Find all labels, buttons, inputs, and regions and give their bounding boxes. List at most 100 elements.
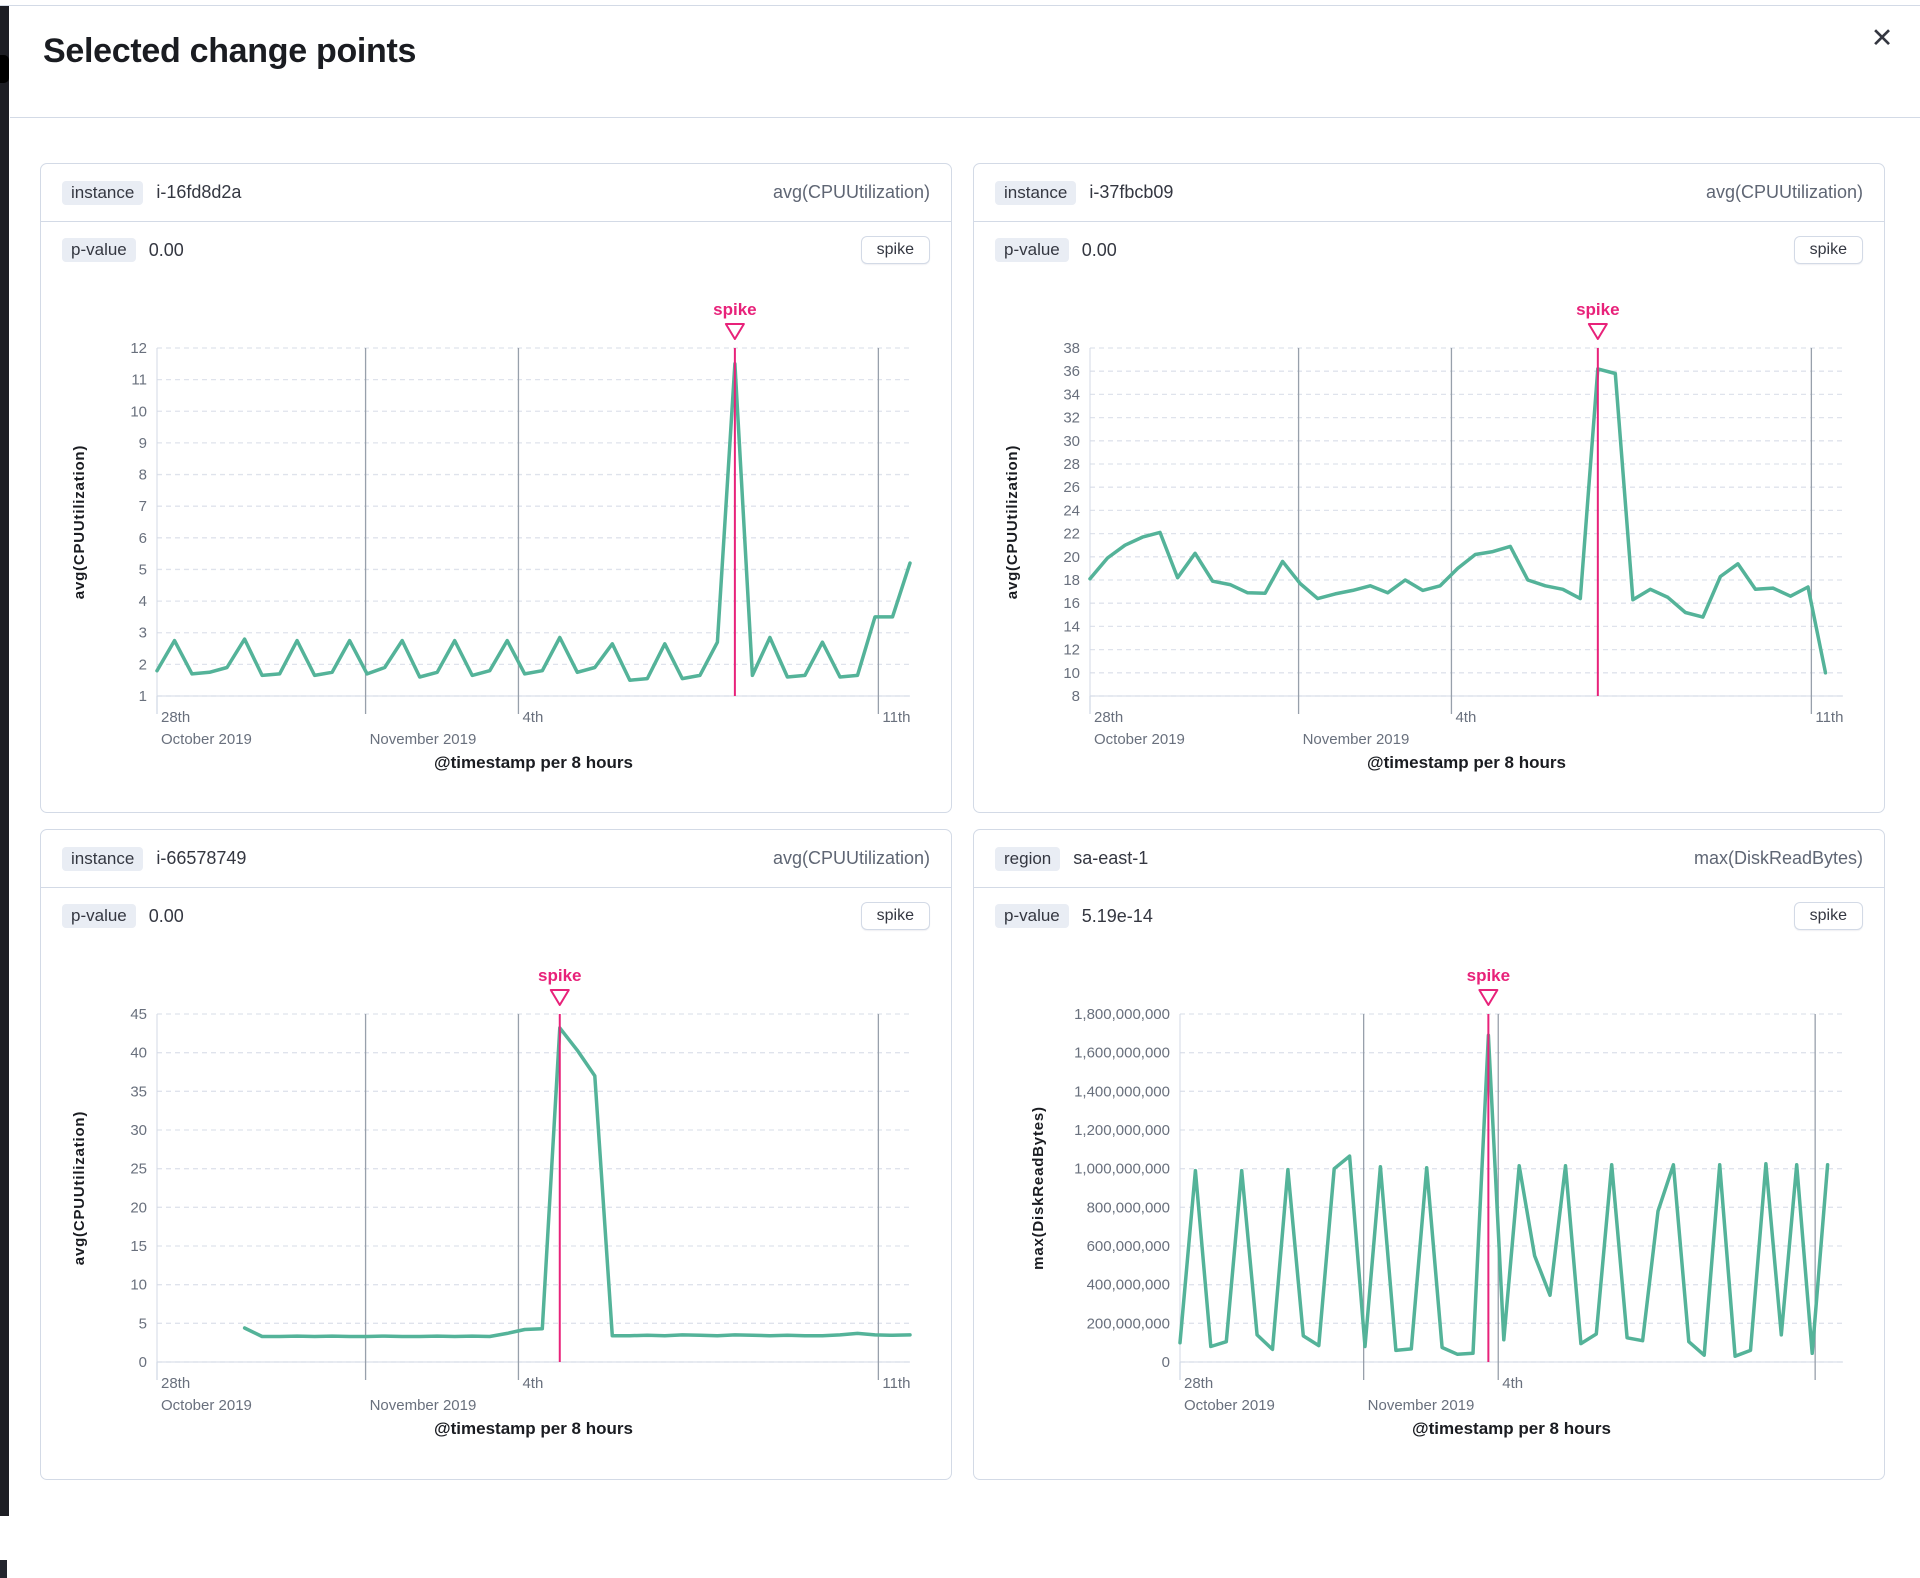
background-page-strip	[0, 6, 9, 1516]
split-field-value: sa-east-1	[1073, 848, 1149, 868]
y-tick-label: 30	[1063, 433, 1080, 450]
y-tick-label: 38	[1063, 340, 1080, 357]
x-axis-title: @timestamp per 8 hours	[434, 753, 633, 772]
split-field-badge: instance	[62, 846, 144, 871]
panel-meta-row: p-value 5.19e-14 spike	[974, 888, 1884, 944]
y-tick-label: 1,800,000,000	[1074, 1006, 1170, 1023]
x-tick-month-label: November 2019	[370, 731, 477, 748]
p-value-badge: p-value	[62, 904, 136, 928]
change-type-button[interactable]: spike	[860, 902, 930, 930]
split-field-badge: region	[995, 846, 1061, 871]
y-tick-label: 15	[130, 1238, 147, 1255]
change-point-panels-grid: instance i-16fd8d2a avg(CPUUtilization) …	[40, 163, 1885, 1480]
x-tick-month-label: October 2019	[161, 731, 252, 748]
split-field-value: i-37fbcb09	[1089, 182, 1174, 202]
p-value: 5.19e-14	[1081, 905, 1153, 926]
y-tick-label: 24	[1063, 502, 1080, 519]
panel-header: region sa-east-1 max(DiskReadBytes)	[974, 830, 1884, 888]
split-field-group: instance i-16fd8d2a	[62, 180, 242, 205]
panel-header: instance i-66578749 avg(CPUUtilization)	[41, 830, 951, 888]
y-tick-label: 36	[1063, 363, 1080, 380]
y-tick-label: 10	[130, 1277, 147, 1294]
metric-label: avg(CPUUtilization)	[772, 182, 930, 202]
y-tick-label: 0	[1162, 1354, 1170, 1371]
y-tick-label: 5	[139, 1315, 147, 1332]
x-tick-month-label: October 2019	[1094, 731, 1185, 748]
x-tick-month-label: October 2019	[1184, 1397, 1275, 1414]
background-corner-element	[0, 1560, 7, 1578]
p-value-group: p-value 0.00	[995, 238, 1117, 262]
split-field-group: instance i-66578749	[62, 846, 247, 871]
spike-marker-triangle-icon	[724, 323, 745, 340]
metric-label: avg(CPUUtilization)	[1705, 182, 1863, 202]
y-tick-label: 12	[130, 340, 147, 357]
change-point-chart: 8 10 12 14 16 18 20 22 24 26 28 30 32 34 36 38 28th Octob…	[1004, 300, 1843, 772]
y-tick-label: 14	[1063, 618, 1080, 635]
p-value: 0.00	[148, 905, 184, 926]
spike-marker-triangle-icon	[1587, 323, 1608, 340]
change-type-button[interactable]: spike	[860, 236, 930, 264]
x-tick-month-label: November 2019	[1368, 1397, 1475, 1414]
change-point-chart: 0 200,000,000 400,000,000 600,000,000 800,00…	[1030, 966, 1843, 1438]
y-tick-label: 45	[130, 1006, 147, 1023]
split-field-group: instance i-37fbcb09	[995, 180, 1174, 205]
change-point-panel: instance i-66578749 avg(CPUUtilization) …	[40, 829, 952, 1480]
y-tick-label: 1,400,000,000	[1074, 1083, 1170, 1100]
x-tick-day-label: 4th	[522, 1375, 543, 1392]
p-value-group: p-value 0.00	[62, 238, 184, 262]
y-tick-label: 8	[139, 467, 147, 484]
modal-header: Selected change points ✕	[10, 6, 1920, 118]
change-type-button[interactable]: spike	[1793, 236, 1863, 264]
p-value-badge: p-value	[995, 238, 1069, 262]
y-axis-title: avg(CPUUtilization)	[71, 445, 88, 599]
y-tick-label: 12	[1063, 642, 1080, 659]
y-tick-label: 5	[139, 561, 147, 578]
y-tick-label: 3	[139, 625, 147, 642]
close-icon[interactable]: ✕	[1860, 16, 1904, 60]
change-type-button[interactable]: spike	[1793, 902, 1863, 930]
y-tick-label: 8	[1072, 688, 1080, 705]
spike-annotation-label: spike	[1576, 300, 1619, 319]
background-page-element	[0, 55, 9, 83]
p-value-badge: p-value	[995, 904, 1069, 928]
y-tick-label: 9	[139, 435, 147, 452]
y-tick-label: 20	[130, 1199, 147, 1216]
x-axis-title: @timestamp per 8 hours	[1412, 1419, 1611, 1438]
panel-meta-row: p-value 0.00 spike	[41, 888, 951, 944]
y-tick-label: 34	[1063, 386, 1080, 403]
y-tick-label: 22	[1063, 526, 1080, 543]
p-value-group: p-value 0.00	[62, 904, 184, 928]
split-field-value: i-16fd8d2a	[156, 182, 242, 202]
panel-meta-row: p-value 0.00 spike	[41, 222, 951, 278]
y-tick-label: 16	[1063, 595, 1080, 612]
y-tick-label: 2	[139, 656, 147, 673]
y-tick-label: 400,000,000	[1087, 1277, 1170, 1294]
series-line	[242, 1026, 912, 1339]
page-top-border	[0, 5, 1920, 6]
x-tick-day-label: 4th	[522, 709, 543, 726]
y-axis-title: avg(CPUUtilization)	[1004, 445, 1021, 599]
y-tick-label: 600,000,000	[1087, 1238, 1170, 1255]
modal-title: Selected change points	[43, 32, 417, 70]
panel-header: instance i-37fbcb09 avg(CPUUtilization)	[974, 164, 1884, 222]
split-field-value: i-66578749	[156, 848, 247, 868]
change-point-panel: instance i-16fd8d2a avg(CPUUtilization) …	[40, 163, 952, 813]
y-tick-label: 10	[130, 403, 147, 420]
y-tick-label: 11	[131, 372, 147, 389]
p-value-badge: p-value	[62, 238, 136, 262]
spike-annotation-label: spike	[1467, 966, 1510, 985]
spike-annotation-label: spike	[713, 300, 756, 319]
x-tick-day-label: 11th	[882, 709, 910, 726]
x-tick-day-label: 11th	[1815, 709, 1843, 726]
y-tick-label: 32	[1063, 410, 1080, 427]
x-tick-month-label: November 2019	[370, 1397, 477, 1414]
x-axis-title: @timestamp per 8 hours	[1367, 753, 1566, 772]
y-tick-label: 35	[130, 1083, 147, 1100]
x-tick-day-label: 4th	[1455, 709, 1476, 726]
y-tick-label: 26	[1063, 479, 1080, 496]
y-tick-label: 4	[139, 593, 147, 610]
change-point-panel: instance i-37fbcb09 avg(CPUUtilization) …	[973, 163, 1885, 813]
y-tick-label: 800,000,000	[1087, 1199, 1170, 1216]
x-tick-day-label: 28th	[1184, 1375, 1213, 1392]
